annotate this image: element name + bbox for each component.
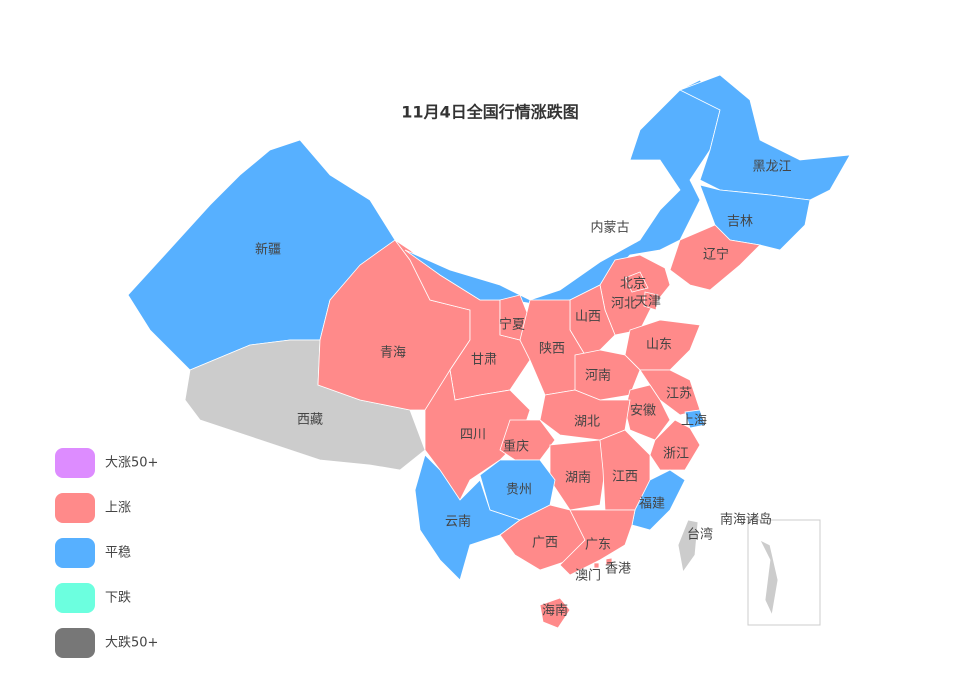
province-label: 贵州: [506, 483, 532, 498]
province-label: 宁夏: [499, 317, 525, 333]
province-label: 海南: [542, 603, 568, 619]
province-shape[interactable]: [759, 539, 779, 617]
province-label: 河北: [611, 297, 637, 312]
legend-label[interactable]: 大跌50+: [105, 635, 158, 651]
province-shape[interactable]: [559, 509, 636, 576]
province-label: 湖南: [565, 470, 591, 486]
inset-frame: [747, 519, 821, 626]
province-shape[interactable]: [539, 597, 571, 629]
province-label: 辽宁: [703, 247, 729, 263]
province-shape[interactable]: [669, 224, 761, 291]
province-label: 安徽: [630, 404, 656, 419]
province-shape[interactable]: [593, 562, 600, 569]
province-label: 福建: [639, 497, 665, 512]
province-label: 河南: [585, 368, 611, 384]
legend-swatch[interactable]: [55, 493, 95, 523]
province-label: 青海: [380, 346, 406, 361]
legend-swatch[interactable]: [55, 448, 95, 478]
legend-swatch[interactable]: [55, 538, 95, 568]
province-shape[interactable]: [679, 74, 851, 201]
province-label: 南海诸岛: [720, 512, 772, 528]
province-label: 山东: [646, 338, 672, 353]
province-shape[interactable]: [624, 271, 649, 293]
province-label: 台湾: [687, 527, 713, 543]
province-label: 内蒙古: [590, 220, 629, 236]
legend-label[interactable]: 上涨: [105, 501, 131, 516]
legend-swatch[interactable]: [55, 628, 95, 658]
province-shape[interactable]: [677, 519, 699, 574]
province-label: 上海: [681, 414, 707, 429]
province-label: 甘肃: [471, 353, 497, 368]
province-label: 山西: [575, 310, 601, 325]
province-label: 黑龙江: [752, 160, 791, 175]
regions: [127, 74, 851, 629]
province-label: 北京: [620, 277, 646, 292]
legend-label[interactable]: 下跌: [105, 590, 131, 606]
map-title: 11月4日全国行情涨跌图: [401, 103, 578, 122]
province-label: 广东: [585, 538, 611, 553]
province-label: 江西: [612, 470, 638, 485]
province-label: 西藏: [297, 413, 323, 428]
province-label: 吉林: [727, 215, 753, 230]
province-label: 澳门: [575, 568, 601, 584]
province-label: 浙江: [663, 447, 689, 462]
province-label: 湖北: [574, 415, 600, 430]
province-shape[interactable]: [684, 409, 706, 429]
province-label: 江苏: [666, 386, 692, 402]
legend-label[interactable]: 平稳: [105, 545, 131, 561]
province-label: 香港: [605, 562, 631, 577]
province-label: 四川: [460, 428, 486, 443]
province-label: 新疆: [255, 242, 281, 258]
province-shape[interactable]: [643, 291, 659, 311]
province-label: 陕西: [539, 342, 565, 357]
province-label: 天津: [635, 295, 661, 310]
province-shape[interactable]: [649, 419, 701, 471]
province-shape[interactable]: [631, 469, 686, 531]
province-label: 云南: [445, 514, 471, 530]
province-label: 重庆: [503, 439, 529, 455]
province-label: 广西: [532, 536, 558, 551]
province-shape[interactable]: [605, 557, 613, 566]
legend-label[interactable]: 大涨50+: [105, 456, 158, 471]
legend-swatch[interactable]: [55, 583, 95, 613]
